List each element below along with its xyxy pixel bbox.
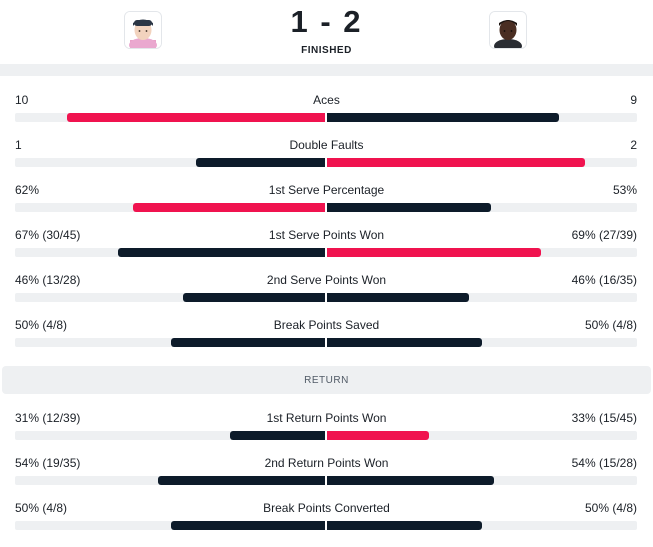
stat-name: Aces [313,93,340,107]
stat-right-value: 50% (4/8) [584,318,637,332]
stat-bar-right [326,113,560,122]
stat-right-value: 33% (15/45) [571,411,637,425]
stat-name: Break Points Saved [273,318,380,332]
stat-bar-divider [325,201,327,214]
stat-bar-left [66,113,326,122]
stat-bar-divider [325,429,327,442]
stat-bar-left [170,521,326,530]
stat-name: Break Points Converted [263,501,390,515]
player-avatar-icon [490,12,526,48]
player-right-avatar[interactable] [489,11,527,49]
stat-row-second-serve-points-won: 46% (13/28) 2nd Serve Points Won 46% (16… [0,273,653,313]
stat-bar-left [182,293,326,302]
stat-left-value: 67% (30/45) [15,228,81,242]
stat-bar-right [326,521,482,530]
stat-right-value: 69% (27/39) [571,228,637,242]
stat-bar-right [326,248,541,257]
stat-bar-right [326,293,470,302]
stat-bar-track [15,201,637,214]
match-header: 1 - 2 FINISHED [0,0,653,62]
stat-bar-divider [325,474,327,487]
stat-bar-track [15,519,637,532]
stat-bar-right [326,338,482,347]
stat-left-value: 10 [15,93,29,107]
stat-row-first-serve-percentage: 62% 1st Serve Percentage 53% [0,183,653,223]
stat-bar-track [15,429,637,442]
section-band [0,64,653,76]
stat-right-value: 50% (4/8) [584,501,637,515]
stat-right-value: 46% (16/35) [571,273,637,287]
stat-bar-divider [325,291,327,304]
section-header-return: RETURN [2,366,651,394]
match-score: 1 - 2 [290,4,363,39]
section-header-label: RETURN [304,374,349,386]
stat-left-value: 46% (13/28) [15,273,81,287]
stat-bar-right [326,476,494,485]
stat-left-value: 54% (19/35) [15,456,81,470]
stat-name: Double Faults [289,138,364,152]
stat-bar-left [170,338,326,347]
stat-bar-left [196,158,326,167]
stat-bar-track [15,156,637,169]
player-avatar-icon [125,12,161,48]
stat-left-value: 62% [15,183,40,197]
stat-row-aces: 10 Aces 9 [0,93,653,133]
stat-row-second-return-points-won: 54% (19/35) 2nd Return Points Won 54% (1… [0,456,653,496]
stat-row-first-serve-points-won: 67% (30/45) 1st Serve Points Won 69% (27… [0,228,653,268]
stat-bar-right [326,203,491,212]
stat-bar-left [117,248,326,257]
stat-name: 2nd Return Points Won [264,456,389,470]
stat-bar-right [326,158,586,167]
stat-bar-divider [325,336,327,349]
stat-bar-divider [325,519,327,532]
stat-name: 1st Return Points Won [266,411,387,425]
stat-row-break-points-converted: 50% (4/8) Break Points Converted 50% (4/… [0,501,653,541]
stat-row-double-faults: 1 Double Faults 2 [0,138,653,178]
stat-bar-right [326,431,429,440]
stat-name: 1st Serve Percentage [268,183,385,197]
stat-bar-track [15,474,637,487]
stat-bar-left [133,203,326,212]
stat-row-break-points-saved: 50% (4/8) Break Points Saved 50% (4/8) [0,318,653,358]
stat-bar-track [15,111,637,124]
stat-left-value: 31% (12/39) [15,411,81,425]
stat-row-first-return-points-won: 31% (12/39) 1st Return Points Won 33% (1… [0,411,653,451]
stat-name: 2nd Serve Points Won [266,273,387,287]
stat-right-value: 2 [630,138,637,152]
stat-bar-track [15,246,637,259]
stat-left-value: 50% (4/8) [15,318,68,332]
stat-name: 1st Serve Points Won [268,228,385,242]
stat-bar-divider [325,246,327,259]
stat-bar-left [229,431,326,440]
stat-bar-divider [325,156,327,169]
stat-bar-track [15,336,637,349]
stat-right-value: 53% [612,183,637,197]
stat-right-value: 54% (15/28) [571,456,637,470]
player-left-avatar[interactable] [124,11,162,49]
match-status: FINISHED [301,45,352,56]
stat-left-value: 50% (4/8) [15,501,68,515]
stat-right-value: 9 [630,93,637,107]
stat-bar-track [15,291,637,304]
stat-bar-divider [325,111,327,124]
stat-left-value: 1 [15,138,22,152]
stat-bar-left [158,476,326,485]
